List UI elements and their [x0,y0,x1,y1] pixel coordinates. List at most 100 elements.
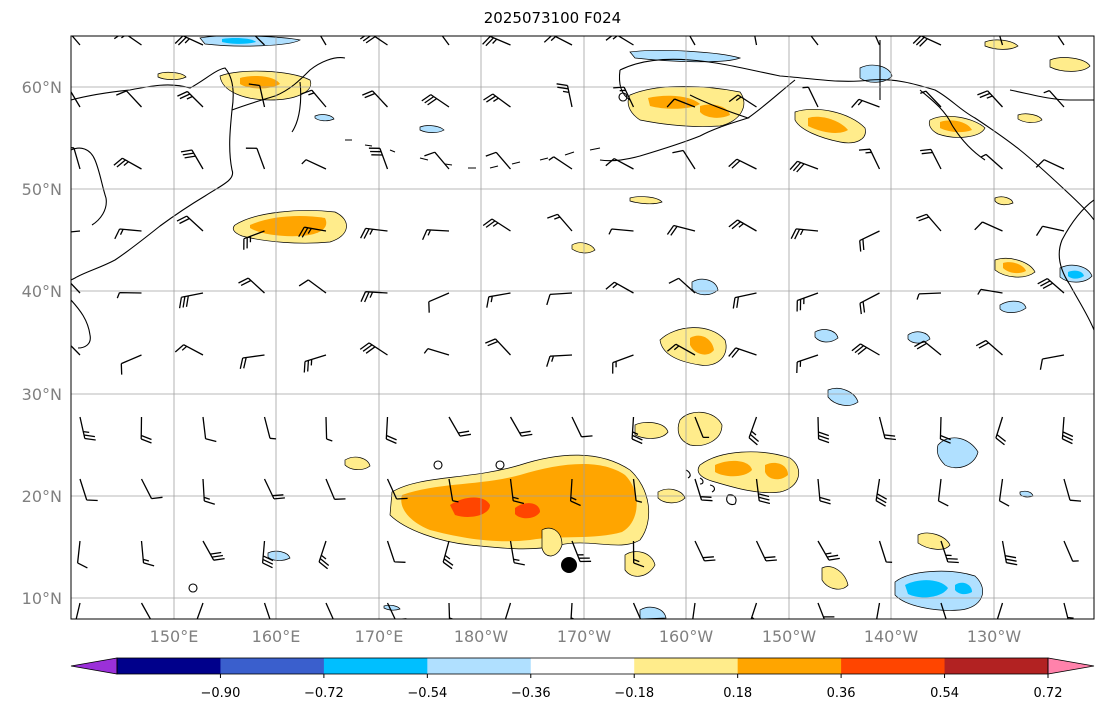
wind-barb [202,478,215,505]
colorbar-segment [737,658,842,674]
wind-barb [692,602,696,619]
lat-label: 30°N [22,385,62,404]
lon-label: 150°W [762,627,817,646]
wind-barb [996,602,1004,619]
wind-barb [360,227,388,239]
wind-barb [263,602,271,619]
wind-barb [509,540,525,566]
wind-barb [916,292,942,300]
wind-barb [817,416,830,444]
lat-label: 10°N [22,589,62,608]
wind-barb [878,416,896,441]
wind-barb [632,602,642,619]
wind-barb [875,478,888,507]
wind-barb [1035,225,1065,236]
wind-barb [1061,416,1074,445]
colorbar-tick-label: −0.36 [511,686,551,701]
wind-barb [796,292,819,312]
wind-barb [940,540,959,564]
wind-barb [1063,540,1079,562]
wind-barb [916,213,942,232]
colorbar-segment [1048,658,1094,674]
wind-barb [254,36,265,46]
wind-barb [796,354,819,374]
wind-barb [977,90,1003,108]
wind-barb [802,86,819,108]
latitude-labels: 60°N 50°N 40°N 30°N 20°N 10°N [22,78,62,608]
wind-barb [613,86,635,108]
colorbar-segment [220,658,325,674]
colorbar-tick-label: 0.18 [723,686,752,701]
wind-barb [940,602,947,619]
wind-barb [113,36,142,46]
wind-barb [878,540,893,563]
wind-barb [999,36,1004,46]
wind-barb [605,281,634,294]
wind-barb [325,416,333,442]
wind-barb [912,36,942,47]
wind-barb [689,36,696,46]
wind-barb [318,540,330,570]
colorbar-tick-label: −0.18 [614,686,654,701]
colorbar-segment [634,658,739,674]
wind-barb [359,36,388,46]
wind-barb [668,277,696,294]
wind-barb [263,478,285,500]
wind-barb [428,292,450,313]
wind-barb [632,478,643,503]
wind-barb [385,416,397,444]
lon-label: 150°E [150,627,199,646]
wind-barb [243,230,265,250]
colorbar: −0.90 −0.72 −0.54 −0.36 −0.18 0.18 0.36 0.54 0.7… [70,657,1095,701]
wind-barb [509,416,533,437]
wind-barb [448,478,459,503]
contour-layer [157,36,1093,619]
wind-barb [177,90,204,108]
wind-barb [556,83,573,108]
wind-barb [196,602,204,619]
wind-barb [422,229,450,241]
wind-barb [298,226,327,238]
lon-label: 160°W [659,627,714,646]
wind-barb [1037,278,1065,294]
wind-barb [858,148,881,170]
wind-barb [666,343,696,356]
wind-barb [509,478,525,505]
wind-barb [140,478,163,500]
lat-label: 20°N [22,487,62,506]
wind-barb [1063,602,1074,619]
wind-barb [612,354,634,374]
wind-barb [1063,478,1082,502]
lat-label: 40°N [22,282,62,301]
wind-barb [748,416,760,446]
colorbar-segment [71,658,117,674]
wind-barb [176,215,204,232]
wind-barb [728,347,757,358]
wind-barb [920,148,942,170]
wind-barb [424,151,450,170]
wind-barb [790,228,819,240]
wind-barb [261,540,274,569]
colorbar-segment [323,658,428,674]
wind-barb [995,416,1007,446]
lon-label: 170°W [557,627,612,646]
wind-barb [755,478,771,505]
wind-barb [174,36,204,46]
colorbar-segment [841,658,946,674]
wind-barb [71,147,81,170]
wind-barb [859,292,880,315]
wind-barb [421,94,450,108]
wind-barb [362,90,388,108]
wind-barb [301,159,327,170]
colorbar-segment [944,658,1049,674]
wind-barb [71,344,81,356]
wind-barb [728,94,757,108]
wind-barb [485,338,511,356]
gridlines [71,36,1094,619]
wind-barb [174,344,204,356]
wind-barb [303,354,327,373]
wind-barb [1039,354,1065,370]
wind-barb [666,98,696,108]
wind-barb [140,602,152,619]
